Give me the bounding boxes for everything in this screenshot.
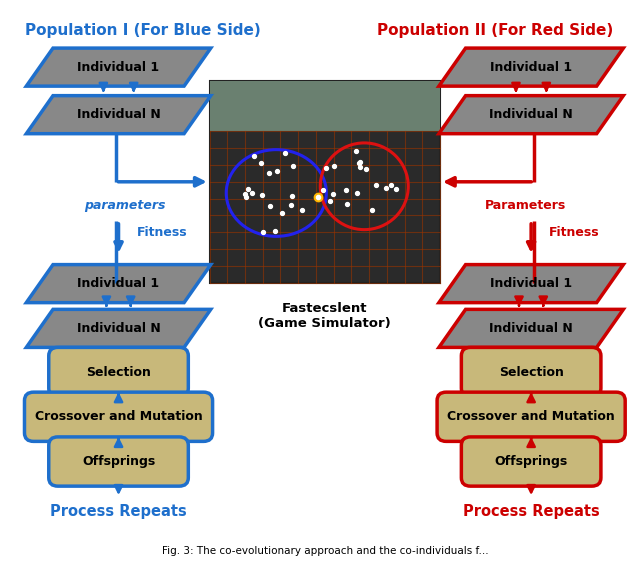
Text: Fitness: Fitness	[549, 226, 600, 239]
Text: Crossover and Mutation: Crossover and Mutation	[447, 410, 615, 423]
Bar	[209, 81, 440, 132]
Polygon shape	[26, 48, 211, 86]
Text: Individual N: Individual N	[77, 322, 161, 335]
Polygon shape	[26, 264, 211, 303]
Polygon shape	[439, 264, 623, 303]
Text: Fig. 3: The co-evolutionary approach and the co-individuals f...: Fig. 3: The co-evolutionary approach and…	[161, 546, 488, 555]
Text: Offsprings: Offsprings	[495, 455, 568, 468]
Text: Population I (For Blue Side): Population I (For Blue Side)	[25, 23, 260, 38]
FancyBboxPatch shape	[24, 392, 212, 441]
Text: Individual N: Individual N	[77, 108, 161, 121]
FancyBboxPatch shape	[437, 392, 625, 441]
FancyBboxPatch shape	[461, 347, 601, 397]
Bar	[209, 81, 440, 282]
Text: Individual 1: Individual 1	[490, 277, 572, 290]
Polygon shape	[439, 310, 623, 347]
Text: Individual N: Individual N	[489, 322, 573, 335]
Polygon shape	[26, 310, 211, 347]
Text: Process Repeats: Process Repeats	[50, 505, 187, 519]
Text: Process Repeats: Process Repeats	[463, 505, 600, 519]
Text: Fitness: Fitness	[137, 226, 188, 239]
Text: Offsprings: Offsprings	[82, 455, 155, 468]
Text: Individual 1: Individual 1	[490, 60, 572, 73]
Text: Population II (For Red Side): Population II (For Red Side)	[376, 23, 613, 38]
Text: Crossover and Mutation: Crossover and Mutation	[35, 410, 202, 423]
Polygon shape	[26, 95, 211, 134]
Text: Parameters: Parameters	[484, 198, 566, 211]
Polygon shape	[439, 48, 623, 86]
Polygon shape	[439, 95, 623, 134]
Text: Selection: Selection	[86, 366, 151, 379]
FancyBboxPatch shape	[49, 347, 188, 397]
Text: parameters: parameters	[84, 198, 165, 211]
Text: Individual 1: Individual 1	[77, 277, 159, 290]
Text: Selection: Selection	[499, 366, 564, 379]
FancyBboxPatch shape	[49, 437, 188, 486]
Text: Individual N: Individual N	[489, 108, 573, 121]
Text: Individual 1: Individual 1	[77, 60, 159, 73]
FancyBboxPatch shape	[461, 437, 601, 486]
Text: Fastecslent
(Game Simulator): Fastecslent (Game Simulator)	[259, 302, 391, 330]
